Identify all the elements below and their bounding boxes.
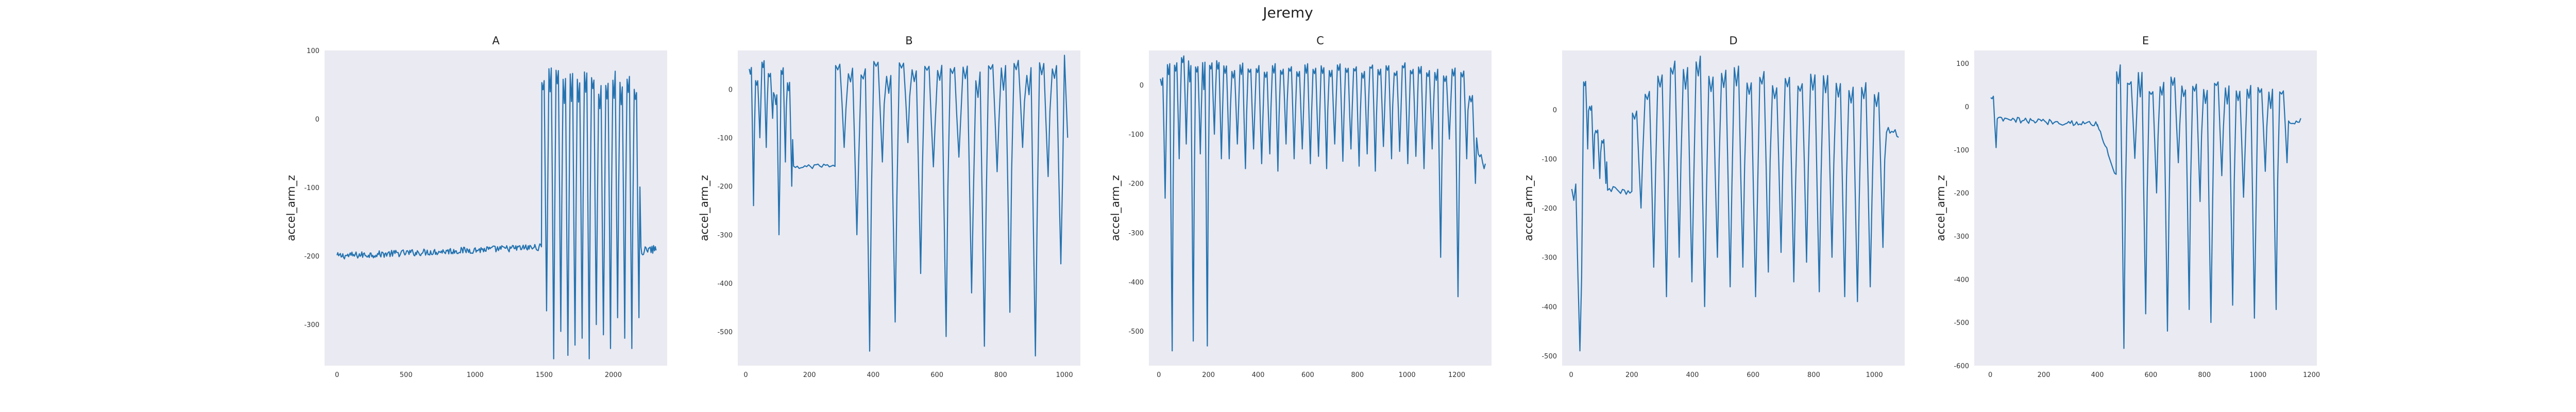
y-tick-label: 100 xyxy=(307,47,319,55)
subplot-title: B xyxy=(905,35,912,47)
y-tick-label: -100 xyxy=(304,184,319,192)
x-tick-label: 1200 xyxy=(2303,371,2320,379)
y-tick-label: -100 xyxy=(717,134,733,142)
y-tick-label: 100 xyxy=(1956,60,1969,68)
y-tick-label: -200 xyxy=(1541,205,1557,213)
y-tick-label: -300 xyxy=(1954,233,1969,241)
y-tick-label: -300 xyxy=(1541,254,1557,262)
subplot-a: 0 500 1000 1500 2000 -300 -200 -100 0 100 Aaccel_a… xyxy=(285,35,667,379)
series-line xyxy=(1571,55,1899,352)
x-tick-label: 400 xyxy=(1686,371,1699,379)
x-tick-label: 1000 xyxy=(1056,371,1073,379)
series-line xyxy=(336,67,657,359)
series-line xyxy=(749,55,1069,357)
y-axis-label: accel_arm_z xyxy=(285,175,298,241)
y-tick-label: -100 xyxy=(1128,131,1144,139)
x-tick-label: 600 xyxy=(930,371,943,379)
x-tick-label: 0 xyxy=(1157,371,1161,379)
y-tick-label: -100 xyxy=(1541,156,1557,163)
plot-area xyxy=(738,50,1080,366)
y-tick-label: 0 xyxy=(728,86,733,94)
figure-title: Jeremy xyxy=(1263,4,1313,21)
y-tick-label: 0 xyxy=(1965,104,1969,111)
x-tick-label: 600 xyxy=(1301,371,1314,379)
x-tick-label: 0 xyxy=(335,371,339,379)
y-axis-label: accel_arm_z xyxy=(1109,175,1122,241)
x-tick-label: 200 xyxy=(803,371,816,379)
x-tick-label: 1000 xyxy=(467,371,484,379)
y-tick-label: -400 xyxy=(1128,279,1144,286)
y-tick-label: 0 xyxy=(1140,82,1144,90)
y-tick-label: -200 xyxy=(1954,190,1969,198)
x-tick-label: 200 xyxy=(1202,371,1215,379)
y-tick-label: -100 xyxy=(1954,147,1969,154)
x-tick-label: 0 xyxy=(743,371,748,379)
x-tick-label: 1500 xyxy=(536,371,553,379)
plot-area xyxy=(1974,50,2317,366)
y-tick-label: -200 xyxy=(717,183,733,191)
series-line xyxy=(1990,64,2301,349)
y-tick-label: -500 xyxy=(1954,319,1969,327)
subplot-d: 0 200 400 600 800 1000 -500 -400 -300 -200 -100 0 Da… xyxy=(1522,35,1905,379)
y-tick-label: -500 xyxy=(1541,353,1557,360)
x-tick-label: 1000 xyxy=(1399,371,1416,379)
x-tick-label: 800 xyxy=(1351,371,1364,379)
x-tick-label: 1000 xyxy=(1866,371,1883,379)
y-tick-label: 0 xyxy=(315,116,319,124)
y-tick-label: -400 xyxy=(717,280,733,288)
y-tick-label: -200 xyxy=(304,253,319,261)
y-tick-label: 0 xyxy=(1553,107,1557,114)
x-tick-label: 600 xyxy=(1747,371,1759,379)
y-tick-label: -400 xyxy=(1541,303,1557,311)
y-tick-label: -500 xyxy=(1128,328,1144,336)
x-tick-label: 800 xyxy=(1807,371,1820,379)
x-tick-label: 200 xyxy=(2038,371,2050,379)
y-tick-label: -300 xyxy=(304,321,319,329)
y-tick-label: -200 xyxy=(1128,180,1144,188)
y-tick-label: -600 xyxy=(1954,363,1969,370)
subplot-c: 0 200 400 600 800 1000 1200 -500 -400 -300 -200 -10… xyxy=(1109,35,1492,379)
y-tick-label: -500 xyxy=(717,329,733,336)
y-axis-label: accel_arm_z xyxy=(1935,175,1947,241)
y-tick-label: -300 xyxy=(1128,230,1144,237)
x-tick-label: 500 xyxy=(400,371,413,379)
subplot-e: 0 200 400 600 800 1000 1200-600-500-400-300-20… xyxy=(1935,35,2320,379)
subplot-title: A xyxy=(492,35,500,47)
y-axis-label: accel_arm_z xyxy=(1522,175,1535,241)
y-tick-label: -400 xyxy=(1954,276,1969,284)
x-tick-label: 800 xyxy=(2198,371,2211,379)
x-tick-label: 0 xyxy=(1988,371,1992,379)
x-tick-label: 400 xyxy=(1252,371,1265,379)
series-line xyxy=(1160,55,1486,352)
y-tick-label: -300 xyxy=(717,232,733,239)
x-tick-label: 600 xyxy=(2144,371,2157,379)
x-tick-label: 800 xyxy=(994,371,1007,379)
subplot-title: D xyxy=(1729,35,1737,47)
x-tick-label: 0 xyxy=(1569,371,1573,379)
x-tick-label: 2000 xyxy=(605,371,622,379)
x-tick-label: 200 xyxy=(1625,371,1638,379)
x-tick-label: 400 xyxy=(867,371,879,379)
x-tick-label: 1200 xyxy=(1448,371,1465,379)
x-tick-label: 400 xyxy=(2091,371,2104,379)
subplot-b: 0 200 400 600 800 1000 -500 -400 -300 -200 -100 0 Ba… xyxy=(698,35,1080,379)
subplot-title: E xyxy=(2142,35,2149,47)
x-tick-label: 1000 xyxy=(2249,371,2266,379)
y-axis-label: accel_arm_z xyxy=(698,175,711,241)
subplot-title: C xyxy=(1316,35,1324,47)
